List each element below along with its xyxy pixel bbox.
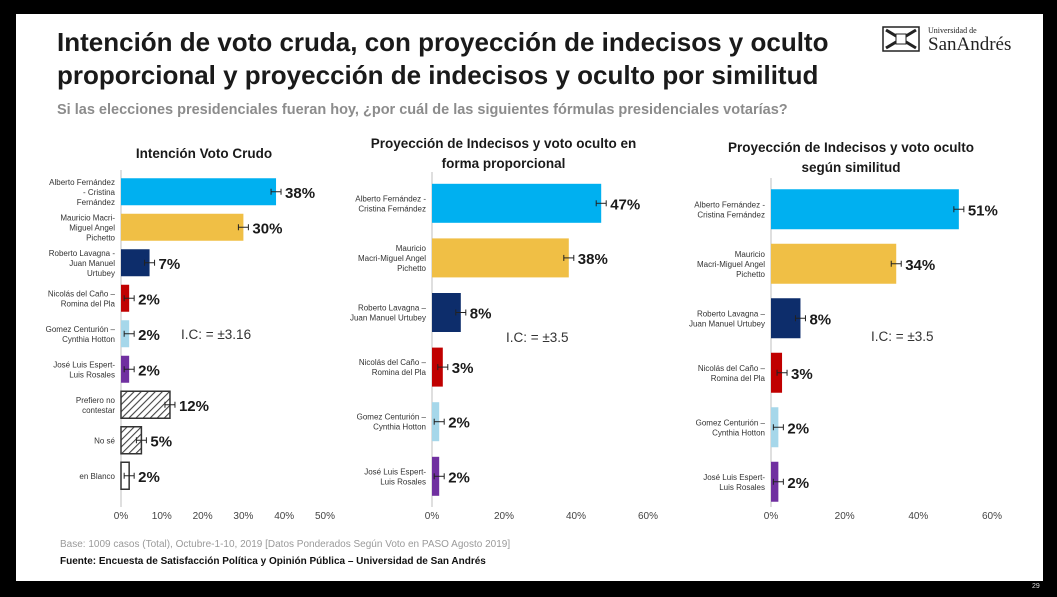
chart-2-value-label-5: 2% — [448, 415, 470, 432]
chart-1-category-label-4: Nicolás del Caño – Romina del Pla — [48, 289, 116, 308]
charts-canvas: 38% Alberto Fernández - Cristina Fernández 3… — [46, 170, 1002, 522]
chart-3-category-label-6: José Luis Espert-Luis Rosales — [703, 473, 765, 492]
chart-3-value-label-1: 51% — [968, 202, 998, 219]
chart-2-category-label-6: José Luis Espert-Luis Rosales — [364, 467, 426, 486]
chart-1-category-label-8: No sé — [94, 436, 115, 445]
chart-1-value-label-4: 2% — [138, 291, 160, 308]
chart-2-x-tick-4: 60% — [638, 511, 658, 522]
chart-2-category-label-1: Alberto Fernández -Cristina Fernández — [355, 194, 426, 213]
chart-2-category-label-3: Roberto Lavagna – Juan Manuel Urtubey — [350, 304, 427, 323]
chart-3-value-label-2: 34% — [905, 257, 935, 274]
chart-2-value-label-4: 3% — [452, 360, 474, 377]
chart-1-value-label-7: 12% — [179, 398, 209, 415]
chart-3-x-tick-3: 40% — [908, 511, 928, 522]
page-number: 29 — [1032, 583, 1040, 590]
chart-1-value-label-8: 5% — [150, 433, 172, 450]
chart-1-x-tick-2: 10% — [152, 511, 172, 522]
chart-1-value-label-5: 2% — [138, 327, 160, 344]
chart-1-category-label-3: Roberto Lavagna -Juan Manuel Urtubey — [49, 249, 116, 278]
chart-2-category-label-4: Nicolás del Caño – Romina del Pla — [359, 358, 427, 377]
chart-1-title: Intención Voto Crudo — [135, 146, 273, 161]
chart-1-ci-note: I.C: = ±3.16 — [181, 327, 252, 342]
chart-2-ci-note: I.C: = ±3.5 — [506, 330, 569, 345]
chart-3-x-tick-2: 20% — [835, 511, 855, 522]
chart-1-x-tick-3: 20% — [193, 511, 213, 522]
chart-3-category-label-1: Alberto Fernández -Cristina Fernández — [694, 200, 765, 219]
chart-1-value-label-3: 7% — [159, 256, 181, 273]
chart-3-title: Proyección de Indecisos y voto oculto se… — [727, 140, 975, 175]
chart-1-category-label-5: Gomez Centurión – Cynthia Hotton — [46, 325, 116, 344]
chart-1-category-label-9: en Blanco — [79, 472, 115, 481]
chart-2-x-tick-3: 40% — [566, 511, 586, 522]
chart-3-bar-4 — [771, 352, 783, 393]
chart-1-category-label-6: José Luis Espert-Luis Rosales — [53, 360, 115, 379]
chart-1-bar-7 — [120, 390, 171, 419]
chart-3-category-label-5: Gomez Centurión – Cynthia Hotton — [696, 418, 766, 437]
chart-3-bar-1 — [771, 189, 959, 230]
source-note: Fuente: Encuesta de Satisfacción Polític… — [60, 556, 486, 567]
chart-1-value-label-1: 38% — [285, 185, 315, 202]
chart-2-x-tick-1: 0% — [425, 511, 440, 522]
chart-3-value-label-3: 8% — [809, 311, 831, 328]
chart-2-category-label-2: Mauricio Macri-Miguel Angel Pichetto — [358, 244, 427, 273]
chart-1-x-tick-5: 40% — [274, 511, 294, 522]
chart-1-value-label-9: 2% — [138, 469, 160, 486]
chart-3-value-label-6: 2% — [787, 475, 809, 492]
chart-1-x-tick-4: 30% — [233, 511, 253, 522]
chart-3-category-label-2: Mauricio Macri-Miguel Angel Pichetto — [697, 250, 766, 279]
chart-1-category-label-1: Alberto Fernández - Cristina Fernández — [49, 178, 115, 207]
chart-2-value-label-1: 47% — [610, 196, 640, 213]
university-logo: Universidad de SanAndrés — [882, 26, 1032, 56]
chart-1-value-label-6: 2% — [138, 362, 160, 379]
chart-3-ci-note: I.C: = ±3.5 — [871, 329, 934, 344]
chart-3-x-tick-4: 60% — [982, 511, 1002, 522]
page-title: Intención de voto cruda, con proyección … — [57, 27, 829, 90]
survey-question: Si las elecciones presidenciales fueran … — [57, 102, 788, 118]
chart-1-category-label-2: Mauricio Macri-Miguel Angel Pichetto — [60, 213, 115, 242]
chart-2-value-label-6: 2% — [448, 469, 470, 486]
chart-3-x-tick-1: 0% — [764, 511, 779, 522]
chart-2-category-label-5: Gomez Centurión – Cynthia Hotton — [357, 413, 427, 432]
chart-2-value-label-3: 8% — [470, 306, 492, 323]
chart-2-bar-1 — [432, 183, 602, 223]
chart-2-bar-2 — [432, 238, 569, 278]
base-note: Base: 1009 casos (Total), Octubre-1-10, … — [60, 539, 511, 550]
chart-1-category-label-7: Prefiero no contestar — [76, 396, 116, 415]
chart-1-bar-2 — [121, 213, 244, 241]
chart-1-x-tick-1: 0% — [114, 511, 129, 522]
logo-big-text: SanAndrés — [928, 34, 1012, 55]
chart-3-category-label-3: Roberto Lavagna – Juan Manuel Urtubey — [689, 309, 766, 328]
chart-2-title: Proyección de Indecisos y voto oculto en… — [370, 136, 637, 171]
slide: Intención de voto cruda, con proyección … — [16, 14, 1043, 581]
chart-3-category-label-4: Nicolás del Caño – Romina del Pla — [698, 364, 766, 383]
chart-1-bar-1 — [121, 178, 277, 206]
chart-3-value-label-4: 3% — [791, 366, 813, 383]
chart-3-value-label-5: 2% — [787, 420, 809, 437]
chart-1-value-label-2: 30% — [252, 220, 282, 237]
chart-1-x-tick-6: 50% — [315, 511, 335, 522]
chart-3-bar-2 — [771, 243, 897, 284]
university-seal-icon — [882, 26, 920, 52]
chart-2-x-tick-2: 20% — [494, 511, 514, 522]
logo-small-text: Universidad de — [928, 26, 977, 35]
chart-2-value-label-2: 38% — [578, 251, 608, 268]
